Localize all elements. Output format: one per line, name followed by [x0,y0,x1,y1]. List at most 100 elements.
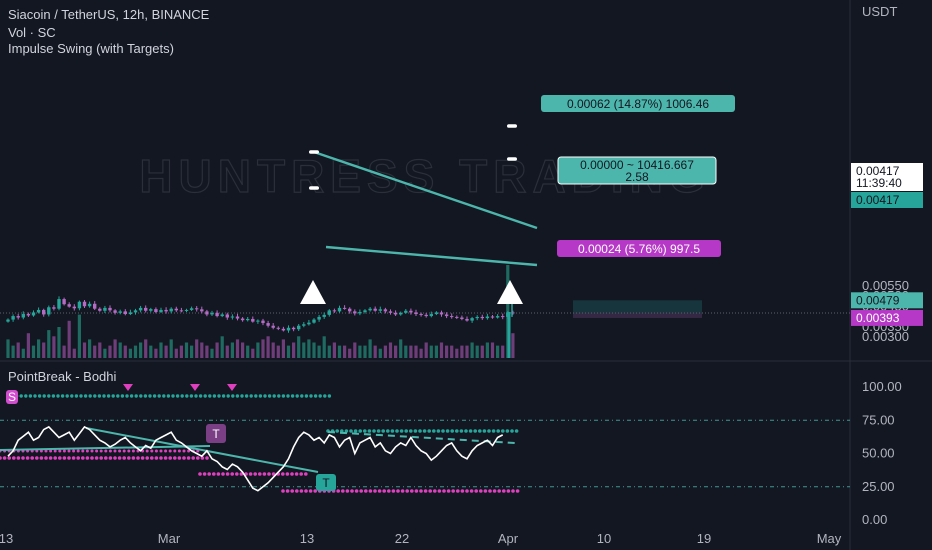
candle-body [159,309,163,312]
osc-dot-magenta [350,489,354,493]
volume-bar [241,342,245,358]
osc-dot-teal [487,429,491,433]
indicator-legend[interactable]: Impulse Swing (with Targets) [8,41,174,56]
osc-dot [272,394,276,398]
volume-bar [72,348,76,358]
osc-dot-teal [358,429,363,433]
osc-dot-magenta [456,489,460,493]
osc-tick-label: 0.00 [862,512,887,527]
volume-bar [62,345,66,358]
osc-dot [33,394,37,398]
volume-bar [133,345,138,358]
volume-bar [404,345,408,358]
osc-dot-magenta [187,449,191,453]
volume-bar [88,339,92,358]
osc-dot [212,394,217,398]
osc-dot [134,394,138,398]
osc-dot [217,394,221,398]
osc-tick-label: 50.00 [862,446,895,461]
candle-body [465,318,469,321]
candle-body [72,306,76,309]
osc-dot-teal [372,429,376,433]
osc-dot-magenta [182,456,186,460]
osc-dot-teal [418,429,422,433]
volume-bar [490,342,495,358]
candle-body [179,310,184,312]
volume-bar [98,342,102,358]
candle-body [342,307,347,309]
volume-bar [460,345,464,358]
candle-body [460,317,464,319]
osc-dot [74,394,79,398]
osc-trendline [0,445,211,451]
candle-body [215,312,219,317]
osc-dot-teal [427,429,432,433]
osc-dot-magenta [400,489,405,493]
candle-body [434,312,439,315]
candle-body [358,311,362,314]
candle-body [470,318,474,321]
osc-dot [254,394,258,398]
osc-dot-magenta [150,449,154,453]
volume-bar [113,339,117,358]
stop-label-bg [557,240,721,257]
osc-dot [24,394,28,398]
osc-dot [79,394,83,398]
symbol-legend[interactable]: Siacoin / TetherUS, 12h, BINANCE [8,7,210,22]
candle-body [312,319,316,323]
osc-dot [277,394,281,398]
volume-bar [465,345,469,358]
candles [6,296,515,333]
candle-body [103,307,107,311]
osc-dot-magenta [437,489,442,493]
price-tick-label: 0.00300 [862,329,909,344]
volume-bar [409,345,413,358]
osc-dot-magenta [465,489,469,493]
volume-bar [358,345,362,358]
candle-body [16,316,20,318]
osc-dot-magenta [58,449,62,453]
osc-dot [189,394,194,398]
candle-body [409,310,413,313]
osc-dot-teal [491,429,496,433]
volume-legend[interactable]: Vol · SC [8,25,56,40]
osc-dot-magenta [230,472,234,476]
loss-zone [573,313,702,318]
volume-bar [429,345,433,358]
volume-bar [450,345,454,358]
osc-dot [60,394,65,398]
oscillator-legend[interactable]: PointBreak - Bodhi [8,369,117,384]
candle-body [429,314,433,317]
osc-dot-magenta [62,449,66,453]
volume-bar [52,336,56,358]
osc-dot-magenta [373,489,377,493]
buy-signal-triangle [300,280,326,304]
volume-bar [348,348,352,358]
price-tag-bg [851,292,923,309]
price-tag-bg [851,192,923,208]
position-tool[interactable]: 0.00062 (14.87%) 1006.46 0.00000 ~ 10416.… [0,95,850,318]
osc-dot-magenta [39,456,44,460]
volume-bar [394,345,398,358]
osc-dot-magenta [511,489,515,493]
osc-dot [116,394,120,398]
osc-dot-magenta [299,472,304,476]
osc-dot-magenta [25,456,30,460]
osc-dot-magenta [186,456,191,460]
time-tick-label: Mar [158,531,181,546]
candle-body [108,307,112,311]
candle-body [52,307,56,309]
volume-bar [230,342,234,358]
osc-dot-magenta [67,449,71,453]
osc-dot-magenta [474,489,479,493]
volume-bar [378,348,382,358]
osc-dot-magenta [90,456,94,460]
osc-dot-magenta [202,472,207,476]
price-tag-entry: 0.00417 [856,193,900,207]
candle-body [414,312,418,315]
osc-dot-magenta [294,472,299,476]
volume-bar [179,345,183,358]
wedge-pattern[interactable] [300,124,538,358]
candle-body [230,316,235,318]
